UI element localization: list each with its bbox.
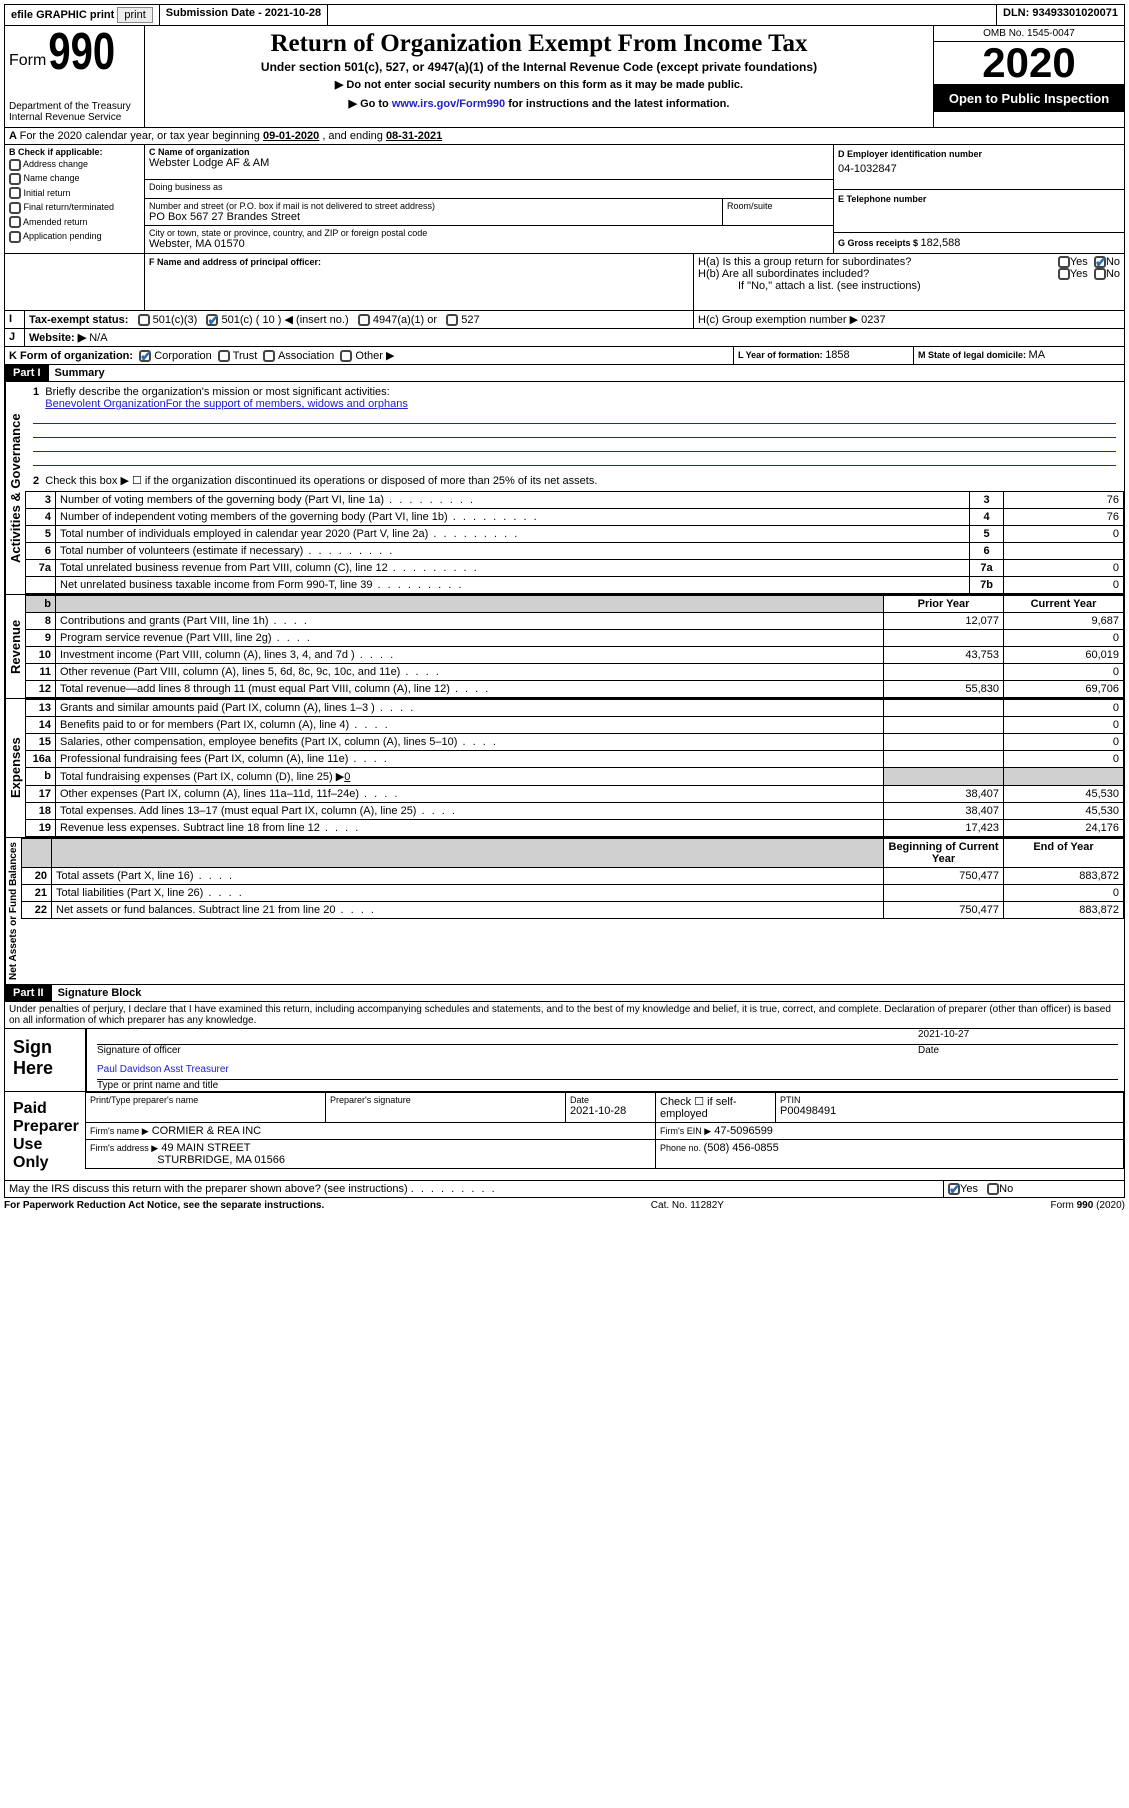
box-g-label: G Gross receipts $ <box>838 238 921 248</box>
form990-link[interactable]: www.irs.gov/Form990 <box>392 98 505 110</box>
h-c-value: 0237 <box>861 314 885 326</box>
dln: DLN: 93493301020071 <box>997 5 1124 25</box>
chk-amended[interactable] <box>9 216 21 228</box>
sig-date-value: 2021-10-27 <box>918 1029 1118 1045</box>
efile-label: efile GRAPHIC print print <box>5 5 160 25</box>
subtitle-3: ▶ Go to www.irs.gov/Form990 for instruct… <box>149 97 929 110</box>
side-expenses: Expenses <box>5 699 25 837</box>
side-activities: Activities & Governance <box>5 382 25 594</box>
jurat-text: Under penalties of perjury, I declare th… <box>4 1002 1125 1029</box>
subtitle-2: ▶ Do not enter social security numbers o… <box>149 78 929 91</box>
box-m-label: M State of legal domicile: <box>918 350 1029 360</box>
subtitle-1: Under section 501(c), 527, or 4947(a)(1)… <box>149 60 929 74</box>
org-name: Webster Lodge AF & AM <box>149 157 829 169</box>
officer-name: Paul Davidson Asst Treasurer <box>97 1064 1118 1080</box>
summary-table-revenue: b Prior Year Current Year 8Contributions… <box>25 595 1124 698</box>
chk-hb-no[interactable] <box>1094 268 1106 280</box>
line-a: A For the 2020 calendar year, or tax yea… <box>4 128 1125 145</box>
h-b-note: If "No," attach a list. (see instruction… <box>698 280 1120 292</box>
h-a-label: H(a) Is this a group return for subordin… <box>698 256 1058 268</box>
street-value: PO Box 567 27 Brandes Street <box>149 211 718 223</box>
city-value: Webster, MA 01570 <box>149 238 829 250</box>
sig-officer-label: Signature of officer <box>97 1045 918 1056</box>
chk-corp[interactable] <box>139 350 151 362</box>
chk-527[interactable] <box>446 314 458 326</box>
q1-label: Briefly describe the organization's miss… <box>45 386 389 398</box>
website-value: N/A <box>89 332 107 344</box>
submission-date: Submission Date - 2021-10-28 <box>160 5 328 25</box>
summary-table-expenses: 13Grants and similar amounts paid (Part … <box>25 699 1124 837</box>
chk-hb-yes[interactable] <box>1058 268 1070 280</box>
part2-title: Signature Block <box>52 987 142 999</box>
dept-irs: Internal Revenue Service <box>9 112 140 123</box>
box-i-label: Tax-exempt status: <box>29 314 128 326</box>
street-label: Number and street (or P.O. box if mail i… <box>149 201 718 211</box>
summary-table-top: 3Number of voting members of the governi… <box>25 491 1124 594</box>
chk-4947[interactable] <box>358 314 370 326</box>
h-c-label: H(c) Group exemption number ▶ <box>698 314 861 326</box>
chk-app-pending[interactable] <box>9 231 21 243</box>
box-d-label: D Employer identification number <box>838 149 1120 159</box>
chk-discuss-no[interactable] <box>987 1183 999 1195</box>
summary-table-net: Beginning of Current Year End of Year 20… <box>21 838 1124 919</box>
chk-name-change[interactable] <box>9 173 21 185</box>
form-number: Form990 <box>9 30 140 75</box>
h-b-label: H(b) Are all subordinates included? <box>698 268 1058 280</box>
form-header: Form990 Department of the Treasury Inter… <box>4 26 1125 128</box>
chk-discuss-yes[interactable] <box>948 1183 960 1195</box>
sig-date-label: Date <box>918 1045 1118 1056</box>
dba-label: Doing business as <box>149 182 829 192</box>
chk-final-return[interactable] <box>9 202 21 214</box>
chk-initial-return[interactable] <box>9 187 21 199</box>
gross-receipts: 182,588 <box>921 237 961 249</box>
side-netassets: Net Assets or Fund Balances <box>5 838 21 984</box>
discuss-label: May the IRS discuss this return with the… <box>9 1183 408 1195</box>
box-j-label: Website: ▶ <box>29 332 86 344</box>
box-k-label: K Form of organization: <box>9 350 133 362</box>
chk-501c3[interactable] <box>138 314 150 326</box>
chk-assoc[interactable] <box>263 350 275 362</box>
open-to-public: Open to Public Inspection <box>934 85 1124 112</box>
box-b-title: B Check if applicable: <box>9 147 140 157</box>
footer: For Paperwork Reduction Act Notice, see … <box>4 1198 1125 1213</box>
ein-value: 04-1032847 <box>838 163 1120 175</box>
type-name-label: Type or print name and title <box>97 1080 1118 1091</box>
room-label: Room/suite <box>727 201 829 211</box>
chk-other[interactable] <box>340 350 352 362</box>
sign-here-label: Sign Here <box>5 1029 85 1091</box>
box-l-label: L Year of formation: <box>738 350 825 360</box>
side-revenue: Revenue <box>5 595 25 698</box>
state-domicile: MA <box>1029 349 1046 361</box>
topbar: efile GRAPHIC print print Submission Dat… <box>4 4 1125 26</box>
paid-prep-label: Paid Preparer Use Only <box>5 1092 85 1180</box>
mission-text[interactable]: Benevolent OrganizationFor the support o… <box>45 398 408 410</box>
chk-ha-yes[interactable] <box>1058 256 1070 268</box>
box-e-label: E Telephone number <box>838 194 1120 204</box>
part1-title: Summary <box>49 367 105 379</box>
print-button[interactable]: print <box>117 7 152 23</box>
city-label: City or town, state or province, country… <box>149 228 829 238</box>
part1-tag: Part I <box>5 365 49 381</box>
part2-tag: Part II <box>5 985 52 1001</box>
box-c-label: C Name of organization <box>149 147 829 157</box>
preparer-table: Print/Type preparer's name Preparer's si… <box>85 1092 1124 1169</box>
form-title: Return of Organization Exempt From Incom… <box>149 30 929 58</box>
chk-ha-no[interactable] <box>1094 256 1106 268</box>
chk-trust[interactable] <box>218 350 230 362</box>
chk-address-change[interactable] <box>9 159 21 171</box>
dept-treasury: Department of the Treasury <box>9 101 140 112</box>
box-f-label: F Name and address of principal officer: <box>149 257 321 267</box>
tax-year: 2020 <box>934 41 1124 85</box>
year-formation: 1858 <box>825 349 849 361</box>
chk-501c[interactable] <box>206 314 218 326</box>
q2-text: Check this box ▶ ☐ if the organization d… <box>45 475 597 487</box>
